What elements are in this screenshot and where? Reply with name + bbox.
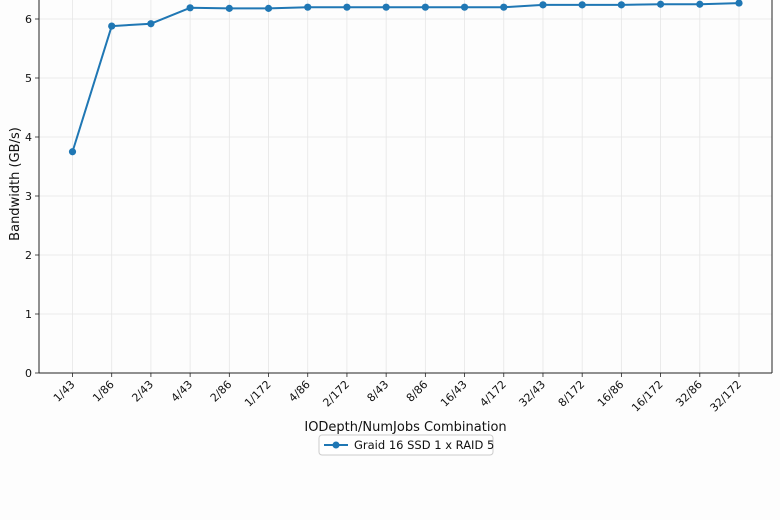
- x-tick-label: 1/86: [90, 378, 117, 405]
- x-axis-label: IODepth/NumJobs Combination: [304, 420, 506, 435]
- data-point: [696, 0, 704, 8]
- axes: 0 1 2 3 4 5 6 1/43 1/86 2/43 4/43 2/86 1/172 4/86 2/17…: [25, 0, 773, 415]
- data-point: [225, 4, 233, 12]
- data-point: [735, 0, 743, 7]
- data-point: [460, 3, 469, 11]
- data-point: [382, 3, 390, 11]
- y-tick-label: 5: [25, 72, 32, 85]
- x-tick-label: 4/43: [169, 378, 196, 405]
- grid: [39, 0, 772, 374]
- legend-marker-swatch: [332, 441, 340, 449]
- data-point: [186, 4, 194, 12]
- data-point: [68, 148, 77, 156]
- x-tick-label: 16/43: [438, 378, 470, 410]
- series: [68, 0, 743, 156]
- x-tick-label: 4/172: [477, 378, 509, 410]
- y-tick-label: 2: [25, 249, 32, 262]
- x-tick-label: 32/86: [673, 378, 705, 410]
- data-point: [264, 4, 273, 12]
- y-tick-label: 0: [25, 367, 32, 380]
- data-point: [304, 3, 312, 11]
- y-tick-label: 4: [25, 131, 32, 144]
- data-point: [656, 0, 665, 8]
- y-axis-label: Bandwidth (GB/s): [8, 127, 23, 241]
- x-tick-label: 16/172: [629, 378, 666, 415]
- data-point: [421, 3, 429, 11]
- x-tick-label: 4/86: [286, 378, 313, 405]
- legend: Graid 16 SSD 1 x RAID 5: [318, 434, 494, 456]
- y-tick-label: 3: [25, 190, 32, 203]
- x-tick-label: 1/172: [242, 378, 274, 410]
- legend-box: [318, 434, 494, 456]
- x-tick-label: 2/43: [129, 378, 156, 405]
- data-point: [578, 1, 586, 9]
- data-point: [500, 3, 508, 11]
- x-tick-label: 16/86: [595, 378, 627, 410]
- x-tick-label: 2/86: [208, 378, 235, 405]
- data-point: [343, 3, 351, 11]
- y-tick-label: 1: [25, 308, 32, 321]
- legend-entry-label: Graid 16 SSD 1 x RAID 5: [354, 438, 494, 452]
- x-tick-label: 8/86: [404, 378, 431, 405]
- series-line: [71, 2, 740, 153]
- data-point: [147, 20, 155, 28]
- data-point: [617, 1, 625, 9]
- x-tick-label: 8/172: [556, 378, 588, 410]
- x-tick-label: 1/43: [51, 378, 78, 405]
- x-tick-label: 32/172: [708, 378, 745, 415]
- data-point: [108, 22, 116, 30]
- data-point: [539, 1, 547, 9]
- x-tick-label: 32/43: [516, 378, 548, 410]
- x-tick-label: 8/43: [365, 378, 392, 405]
- x-tick-label: 2/172: [320, 378, 352, 410]
- y-tick-label: 6: [25, 13, 32, 26]
